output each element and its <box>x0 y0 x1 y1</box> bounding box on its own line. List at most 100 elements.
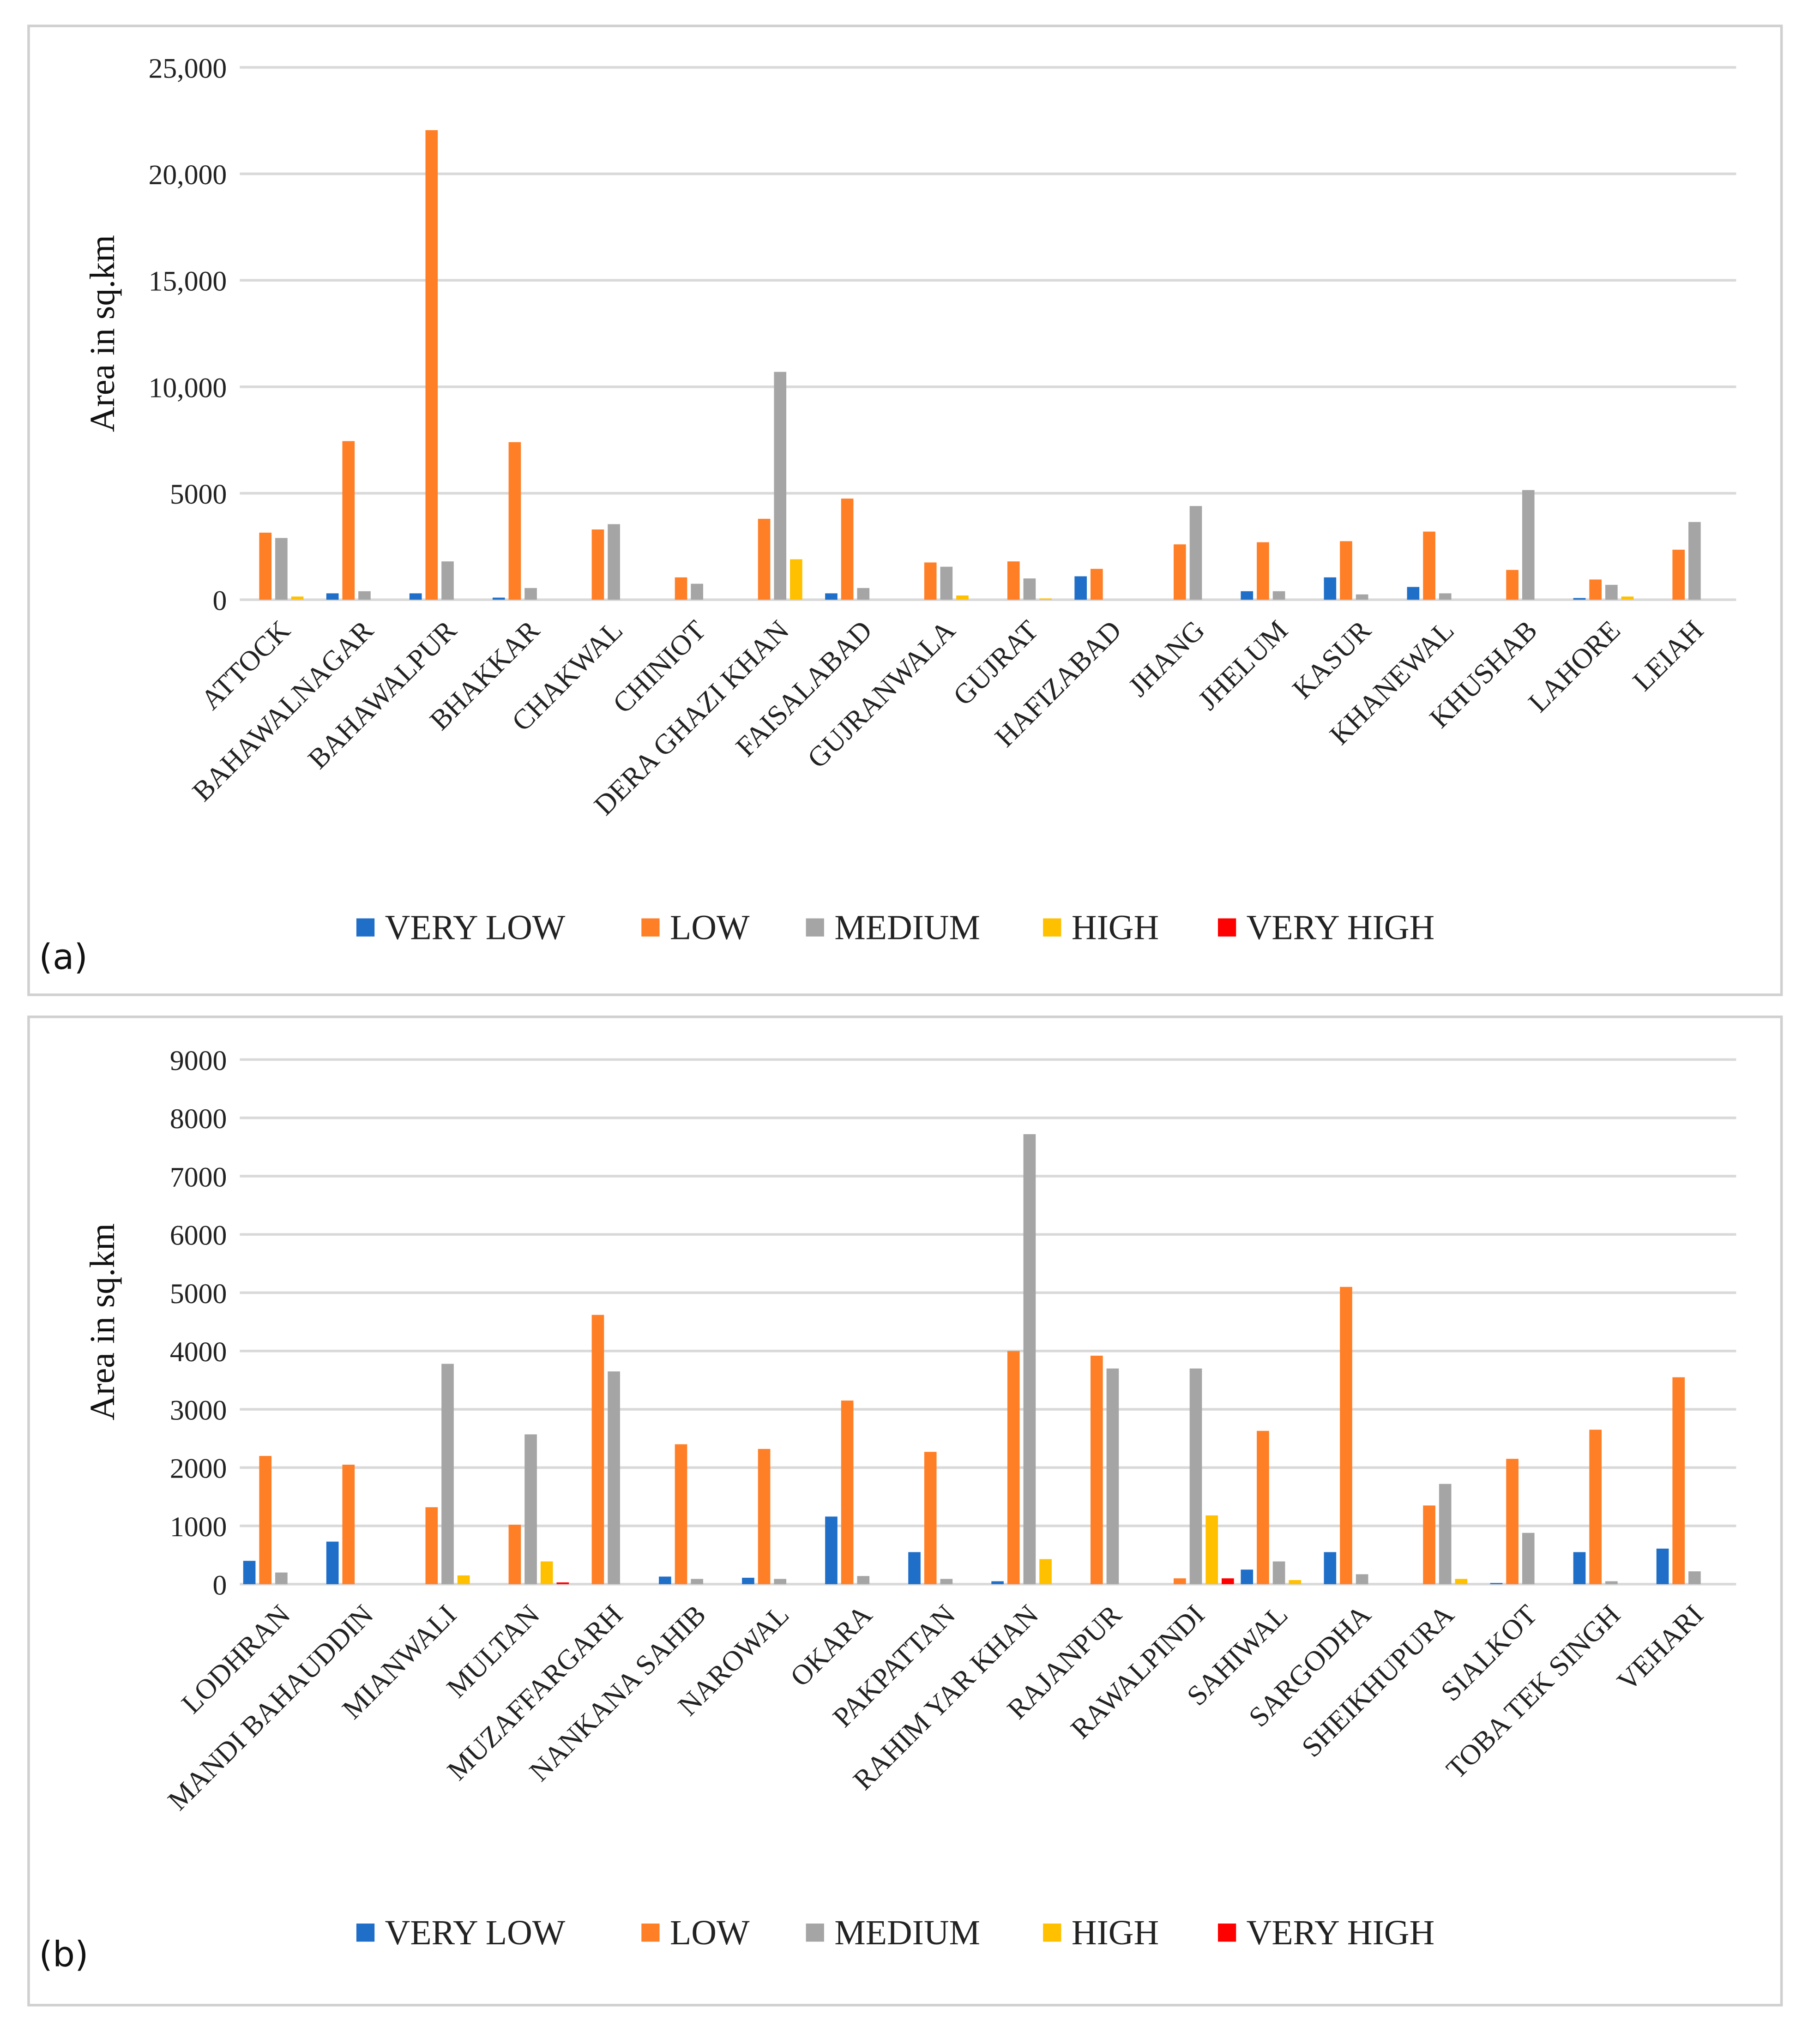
panel-label: (a) <box>39 937 88 977</box>
bar-low <box>1672 549 1685 600</box>
legend-label: VERY HIGH <box>1247 1913 1435 1952</box>
y-tick-label: 7000 <box>170 1161 227 1193</box>
bar-low <box>425 1507 438 1584</box>
bar-low <box>675 1444 687 1584</box>
bar-very-low <box>1241 591 1254 600</box>
bar-very-low <box>825 593 838 600</box>
bar-low <box>1174 1578 1186 1584</box>
bar-medium <box>608 1371 620 1584</box>
bar-medium <box>1189 506 1202 600</box>
bar-low <box>1340 1287 1352 1584</box>
y-tick-label: 5000 <box>170 1278 227 1310</box>
legend-swatch <box>356 918 375 937</box>
bar-medium <box>524 1434 537 1584</box>
bar-high <box>1455 1579 1468 1584</box>
bar-medium <box>691 583 704 600</box>
bar-low <box>924 562 937 600</box>
bar-low <box>591 529 604 600</box>
legend-item-medium: MEDIUM <box>806 908 980 947</box>
bar-medium <box>441 561 454 600</box>
bar-medium <box>1522 490 1535 600</box>
bar-medium <box>857 1576 870 1584</box>
bar-low <box>508 442 521 600</box>
bar-very-low <box>1074 576 1087 600</box>
bar-low <box>841 499 854 600</box>
bar-high <box>291 596 304 600</box>
y-axis-title: Area in sq.km <box>83 235 122 432</box>
legend-label: VERY LOW <box>385 1913 566 1952</box>
bar-very-low <box>326 593 339 600</box>
legend-item-very-low: VERY LOW <box>356 908 566 947</box>
bar-high <box>1039 1559 1052 1584</box>
bar-very-low <box>492 597 505 600</box>
bar-medium <box>857 588 870 600</box>
bar-very-low <box>1324 577 1337 600</box>
y-tick-label: 4000 <box>170 1336 227 1368</box>
bar-very-low <box>908 1552 921 1584</box>
panel-label: (b) <box>39 1934 88 1975</box>
y-tick-label: 5000 <box>170 479 227 510</box>
panel-border <box>27 24 1783 996</box>
legend-label: LOW <box>670 908 750 947</box>
bar-low <box>1257 1431 1269 1584</box>
legend-swatch <box>806 918 824 937</box>
bar-low <box>1090 569 1103 600</box>
legend-swatch <box>1217 1924 1236 1942</box>
bar-low <box>1340 541 1352 600</box>
bar-medium <box>1356 1574 1368 1584</box>
bar-low <box>1589 579 1602 600</box>
bar-low <box>1672 1377 1685 1584</box>
bar-medium <box>275 538 288 600</box>
y-tick-label: 25,000 <box>149 53 227 84</box>
bar-low <box>591 1315 604 1584</box>
bar-low <box>1007 561 1020 600</box>
bar-very-low <box>1490 1583 1503 1584</box>
bar-high <box>540 1561 553 1584</box>
y-tick-label: 8000 <box>170 1103 227 1135</box>
bar-medium <box>774 372 787 600</box>
bar-medium <box>1605 584 1618 600</box>
bar-medium <box>940 1579 953 1584</box>
legend-label: MEDIUM <box>834 1913 980 1952</box>
bar-very-low <box>1573 598 1586 600</box>
bar-low <box>259 532 272 600</box>
bar-medium <box>1023 1134 1036 1584</box>
legend-label: VERY LOW <box>385 908 566 947</box>
bar-low <box>425 130 438 600</box>
legend-swatch <box>1043 1924 1061 1942</box>
panel-border <box>27 1015 1783 2007</box>
bar-medium <box>1356 594 1368 600</box>
bar-medium <box>275 1572 288 1584</box>
bar-high <box>956 595 969 600</box>
bar-low <box>342 441 355 600</box>
bar-low <box>1257 542 1269 600</box>
bar-very-high <box>1222 1578 1234 1584</box>
bar-medium <box>1688 522 1701 600</box>
bar-medium <box>1272 1561 1285 1584</box>
bar-medium <box>940 566 953 600</box>
bar-high <box>790 559 802 600</box>
bar-low <box>1506 1459 1519 1584</box>
legend-swatch <box>641 1924 660 1942</box>
bar-high <box>1621 596 1634 600</box>
bar-low <box>1007 1351 1020 1584</box>
legend-item-medium: MEDIUM <box>806 1913 980 1952</box>
bar-medium <box>1189 1368 1202 1584</box>
legend-swatch <box>356 1924 375 1942</box>
bar-medium <box>1023 578 1036 600</box>
bar-low <box>1506 570 1519 600</box>
bar-low <box>259 1456 272 1584</box>
legend-item-low: LOW <box>641 908 750 947</box>
bar-medium <box>1688 1571 1701 1584</box>
bar-very-low <box>409 593 422 600</box>
bar-very-low <box>243 1561 256 1584</box>
legend-label: VERY HIGH <box>1247 908 1435 947</box>
bar-very-low <box>326 1541 339 1584</box>
bar-low <box>1423 531 1435 600</box>
y-tick-label: 10,000 <box>149 372 227 403</box>
bar-low <box>1090 1355 1103 1584</box>
y-tick-label: 9000 <box>170 1045 227 1076</box>
legend-label: MEDIUM <box>834 908 980 947</box>
bar-low <box>675 577 687 600</box>
